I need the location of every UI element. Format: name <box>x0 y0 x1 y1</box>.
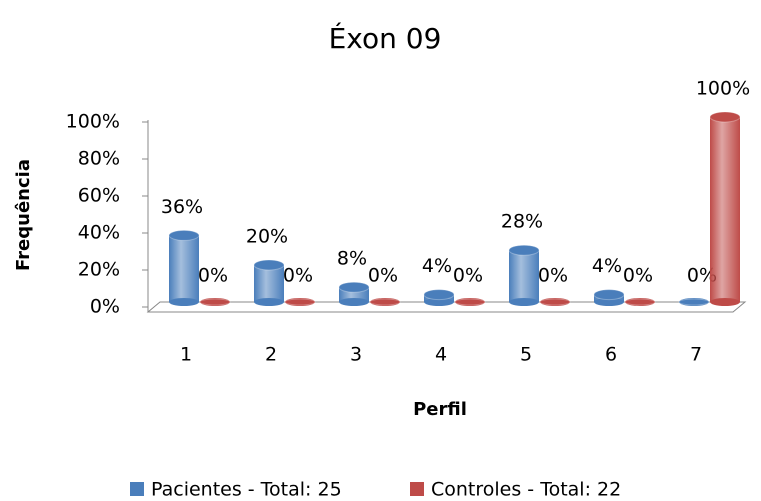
x-axis-title: Perfil <box>413 399 467 420</box>
bar-top <box>678 298 710 306</box>
y-tick-label: 60% <box>78 185 120 207</box>
legend-label: Pacientes - Total: 25 <box>151 479 342 501</box>
bar-top <box>508 244 540 256</box>
value-label: 0% <box>283 265 313 287</box>
x-tick-label: 1 <box>180 344 192 366</box>
bar-top <box>624 298 656 306</box>
value-label: 4% <box>422 255 452 277</box>
y-axis-title: Frequência <box>13 159 34 271</box>
bar-top <box>369 298 401 306</box>
bar-top <box>199 298 231 306</box>
value-label: 28% <box>501 211 543 233</box>
x-tick-label: 3 <box>350 344 362 366</box>
value-label: 0% <box>623 265 653 287</box>
bar-top <box>423 289 455 301</box>
bar-top <box>539 298 571 306</box>
value-label: 8% <box>337 248 367 270</box>
value-label: 36% <box>161 196 203 218</box>
bar-top <box>338 281 370 293</box>
legend-swatch <box>410 482 424 496</box>
bar <box>169 235 199 302</box>
y-tick-label: 20% <box>78 259 120 281</box>
value-label: 0% <box>687 265 717 287</box>
y-tick-label: 80% <box>78 148 120 170</box>
value-label: 0% <box>198 265 228 287</box>
value-label: 100% <box>696 78 750 100</box>
bar <box>710 117 740 302</box>
x-tick-label: 7 <box>690 344 702 366</box>
x-tick-label: 4 <box>435 344 447 366</box>
bar-top <box>709 111 741 123</box>
bar-top <box>454 298 486 306</box>
y-tick-label: 100% <box>66 111 120 133</box>
bar <box>509 250 539 302</box>
bar-top <box>593 289 625 301</box>
bar-top <box>253 259 285 271</box>
x-tick-label: 2 <box>265 344 277 366</box>
value-label: 0% <box>538 265 568 287</box>
value-label: 0% <box>368 265 398 287</box>
x-tick-label: 5 <box>520 344 532 366</box>
value-label: 4% <box>592 255 622 277</box>
bar-top <box>168 229 200 241</box>
x-tick-label: 6 <box>605 344 617 366</box>
value-label: 20% <box>246 226 288 248</box>
y-tick-label: 0% <box>90 296 120 318</box>
chart-title: Éxon 09 <box>329 21 442 55</box>
value-label: 0% <box>453 265 483 287</box>
legend-label: Controles - Total: 22 <box>431 479 621 501</box>
legend-swatch <box>130 482 144 496</box>
bar <box>254 265 284 302</box>
y-tick-label: 40% <box>78 222 120 244</box>
bar-top <box>284 298 316 306</box>
